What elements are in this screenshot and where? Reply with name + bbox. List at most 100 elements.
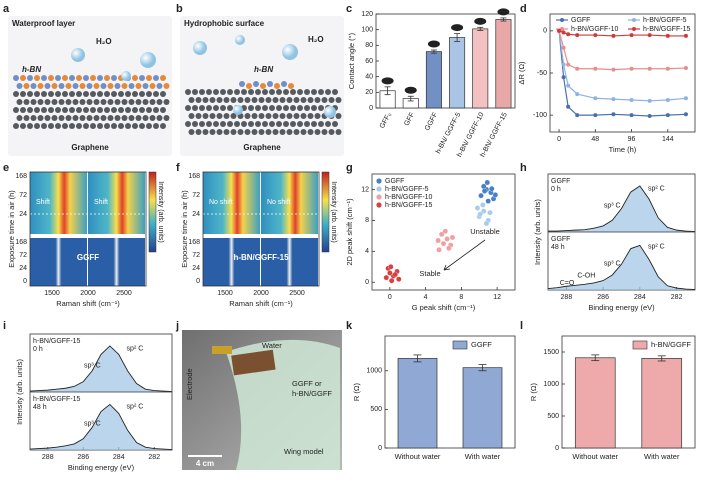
atom	[44, 99, 51, 105]
sensor-strip	[231, 349, 276, 376]
sample-label: h-BN/GGFF-15	[33, 338, 81, 345]
atom	[216, 97, 223, 103]
bar	[641, 358, 683, 449]
atom	[332, 121, 338, 127]
shift-label: Shift	[94, 199, 108, 206]
water-droplet	[193, 41, 207, 55]
x-tick-label: GFF₀	[379, 111, 393, 129]
shift-label: Shift	[36, 199, 50, 206]
atom	[90, 75, 96, 81]
atom	[104, 75, 110, 81]
atom	[283, 105, 289, 111]
x-tick-label: Without water	[572, 452, 618, 461]
atom	[279, 97, 286, 103]
atom	[93, 115, 100, 121]
atom	[185, 105, 191, 111]
data-point	[611, 112, 616, 117]
atom	[20, 91, 26, 97]
x-tick-label: 0	[388, 294, 392, 301]
atom	[135, 83, 142, 89]
photo-label: Electrode	[185, 368, 194, 400]
atom	[153, 91, 159, 97]
y-tick-label: -50	[537, 70, 547, 77]
atom	[304, 89, 310, 95]
atom	[86, 83, 93, 89]
legend-label: h-BN/GGFF-10	[385, 194, 433, 201]
atom	[258, 97, 265, 103]
atom	[146, 75, 152, 81]
atom	[216, 129, 223, 135]
atom	[69, 123, 75, 129]
atom	[58, 83, 65, 89]
atom	[111, 91, 117, 97]
legend-label: h-BN/GGFF	[651, 340, 691, 349]
atom	[114, 83, 121, 89]
legend-marker	[560, 27, 564, 31]
atom	[195, 97, 202, 103]
atom	[314, 113, 321, 119]
atom	[293, 113, 300, 119]
x-tick-label: GGFF	[424, 112, 439, 132]
spectrum-area	[30, 345, 172, 392]
plot-frame	[561, 335, 696, 449]
atom	[114, 115, 121, 121]
y-tick-label: 100	[361, 27, 373, 34]
spectrum-line	[29, 345, 173, 392]
plot-frame	[384, 335, 516, 449]
data-point	[593, 113, 598, 118]
atom	[90, 91, 96, 97]
x-axis-label: G peak shift (cm⁻¹)	[412, 303, 476, 312]
atom	[34, 75, 40, 81]
error-bar	[477, 26, 484, 31]
atom	[244, 113, 251, 119]
atom	[223, 113, 230, 119]
scatter-point	[481, 188, 488, 194]
y-tick-label: 12	[361, 186, 369, 193]
atom	[20, 107, 26, 113]
atom	[132, 75, 138, 81]
atom	[241, 121, 247, 127]
atom	[272, 113, 279, 119]
panel-label: g	[346, 162, 353, 174]
atom	[335, 113, 342, 119]
atom	[153, 75, 159, 81]
bar	[449, 37, 466, 109]
atom	[139, 123, 145, 129]
legend-swatch	[452, 340, 468, 350]
atom	[79, 83, 86, 89]
atom	[118, 107, 124, 113]
x-tick-label: 288	[561, 294, 573, 301]
spectrum-area	[30, 404, 172, 450]
data-point	[575, 113, 580, 118]
data-point	[566, 104, 571, 109]
atom	[300, 129, 307, 135]
y-tick-label: 120	[361, 11, 373, 18]
atom	[111, 75, 117, 81]
atom	[297, 121, 303, 127]
y-axis-label: Exposure time in air (h)	[7, 190, 16, 268]
atom	[185, 89, 191, 95]
atom	[97, 75, 103, 81]
y-axis-label: Contact angle (°)	[347, 32, 356, 89]
atom	[318, 89, 324, 95]
atom	[149, 99, 156, 105]
x-tick-label: 282	[671, 294, 683, 301]
shift-label: No shift	[209, 199, 233, 206]
sample-label: GGFF	[77, 253, 99, 262]
atom	[258, 129, 265, 135]
atom	[41, 91, 47, 97]
atom	[209, 113, 216, 119]
atom	[290, 121, 296, 127]
atom	[251, 97, 258, 103]
atom	[279, 129, 286, 135]
atom	[209, 97, 216, 103]
atom	[76, 75, 82, 81]
y-tick-label: 72	[192, 252, 200, 259]
colorbar	[148, 171, 157, 253]
atom	[107, 99, 114, 105]
atom	[139, 107, 145, 113]
atom	[132, 107, 138, 113]
heatmap-top	[88, 172, 145, 234]
atom	[104, 91, 110, 97]
atom	[230, 97, 237, 103]
